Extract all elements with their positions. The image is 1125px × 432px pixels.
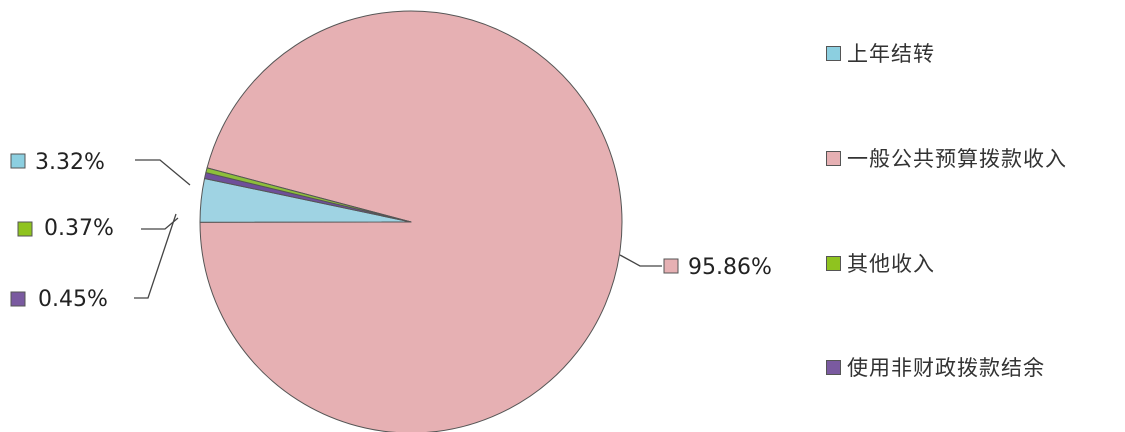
legend-item-carryover[interactable]: 上年结转 (826, 38, 935, 68)
leader-line (135, 159, 191, 186)
data-label: 0.45% (38, 287, 108, 312)
legend-item-general-budget[interactable]: 一般公共预算拨款收入 (826, 143, 1067, 173)
leader-line (134, 213, 177, 299)
legend-label: 一般公共预算拨款收入 (847, 147, 1067, 171)
legend-swatch (826, 255, 841, 271)
pie-slice-2 (205, 167, 412, 223)
data-label: 95.86% (688, 255, 772, 280)
legend-swatch (826, 45, 841, 61)
legend-label: 其他收入 (847, 252, 935, 276)
data-label-swatch (10, 291, 26, 307)
legend-label: 上年结转 (847, 42, 935, 66)
legend-swatch (826, 150, 841, 166)
legend-label: 使用非财政拨款结余 (847, 356, 1045, 380)
data-label-swatch (17, 221, 33, 237)
legend-swatch (826, 359, 841, 375)
pie-data-labels: 3.32% 0.37% 0.45% 95.86% (10, 150, 772, 312)
data-label: 0.37% (44, 216, 114, 241)
legend-item-non-fiscal-balance[interactable]: 使用非财政拨款结余 (826, 352, 1045, 382)
legend-item-other-income[interactable]: 其他收入 (826, 248, 935, 278)
data-label-swatch (10, 153, 26, 169)
data-label: 3.32% (35, 150, 105, 175)
data-label-swatch (663, 258, 679, 274)
leader-line (619, 254, 662, 267)
pie-slices (199, 10, 623, 432)
